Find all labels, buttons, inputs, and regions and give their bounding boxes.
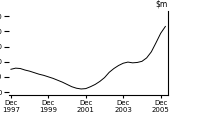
Text: $m: $m	[155, 0, 168, 9]
